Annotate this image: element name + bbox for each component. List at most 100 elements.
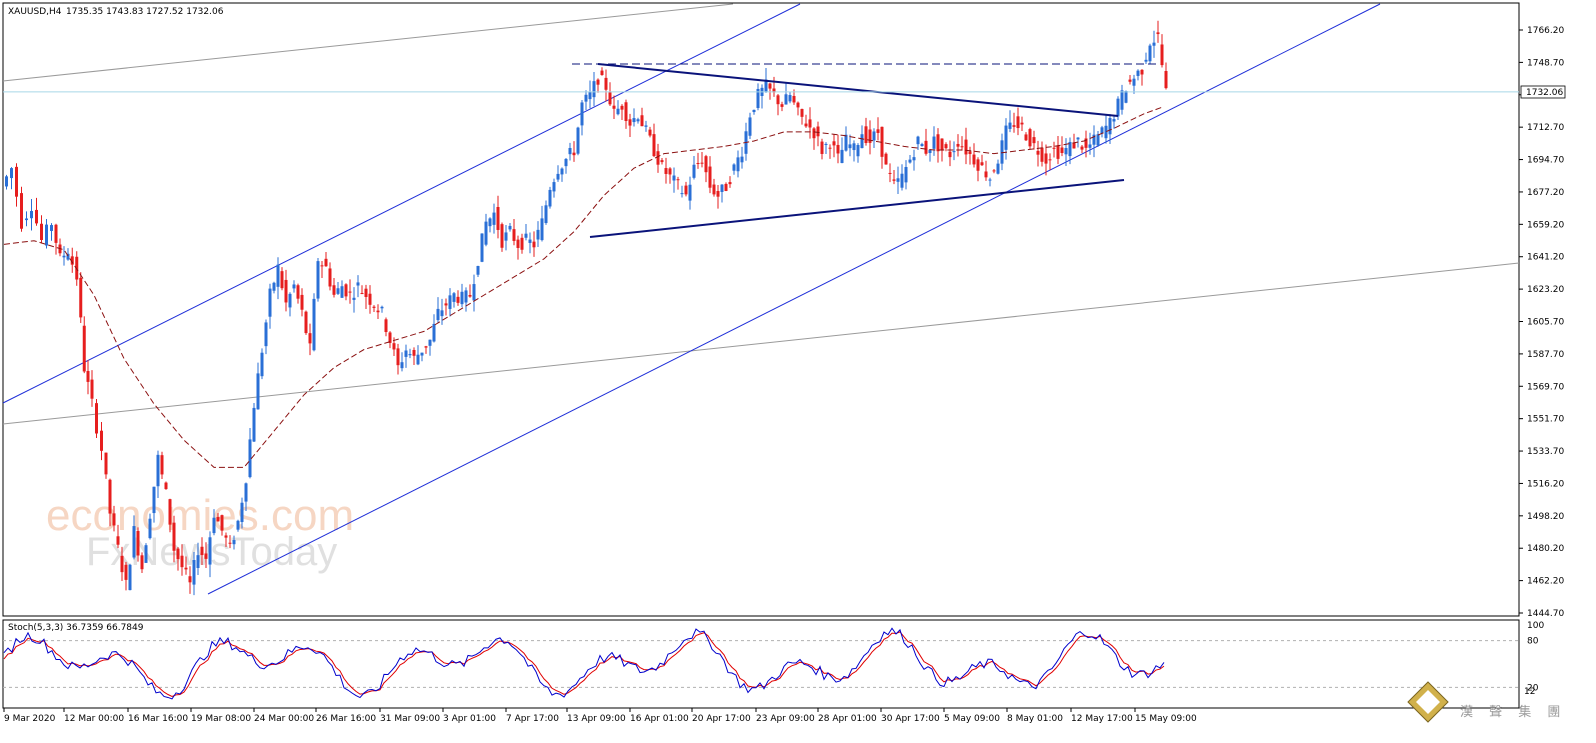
candle-body [1076,137,1080,140]
candle-body [612,105,616,109]
candle-body [508,225,512,230]
candle-body [824,143,828,145]
candle-body [484,221,488,245]
candle-body [948,151,952,158]
candle-body [1104,125,1108,139]
candle-body [1128,79,1132,82]
candle-body [1108,118,1112,135]
candle-body [100,430,103,451]
candle-body [148,518,152,539]
candle-body [404,350,408,357]
candle-body [908,159,912,163]
candle-body [688,184,692,201]
candle-body [560,168,564,175]
candle-body [468,294,472,297]
candles [5,20,1168,596]
candle-body [608,92,612,105]
candle-body [420,352,424,356]
candle-body [424,346,428,348]
candle-body [552,182,556,192]
candle-body [1056,145,1060,159]
candle-body [620,105,624,110]
y-tick-label: 1516.20 [1527,479,1564,489]
candle-body [956,143,960,147]
candle-body [380,306,384,309]
candle-body [160,455,164,475]
candle-body [628,119,632,126]
candle-body [844,134,848,151]
candle-body [1060,147,1064,154]
candle-body [848,144,852,149]
brand-diamond-inner-icon [1416,690,1440,714]
candle-body [988,179,992,181]
candle-body [1008,122,1012,129]
x-tick-label: 8 May 01:00 [1007,714,1063,724]
candle-body [296,285,300,299]
candle-body [716,191,720,197]
candle-body [764,79,768,92]
x-tick-label: 26 Mar 16:00 [316,714,376,724]
candle-body [748,117,752,136]
candle-body [624,102,628,121]
candle-body [672,175,676,181]
candle-body [932,136,936,149]
candle-body [79,277,83,318]
candle-body [520,237,524,250]
candle-body [828,147,832,149]
candle-body [156,454,160,487]
candle-body [820,141,824,154]
candle-body [880,126,884,157]
candle-body [1116,98,1120,117]
candle-body [216,517,220,522]
candle-body [136,530,140,556]
candle-body [976,159,980,171]
candle-body [940,138,944,151]
y-tick-label: 1748.70 [1527,58,1564,68]
candle-body [1120,90,1124,110]
candle-body [1068,142,1072,157]
y-tick-label: 1587.70 [1527,350,1564,360]
candle-body [312,298,316,351]
y-tick-label: 1444.70 [1527,609,1564,619]
candle-body [700,162,704,164]
candle-body [1064,148,1068,155]
x-tick-label: 23 Apr 09:00 [756,714,815,724]
brand-logo: 漢 聲 集 團 12 [1407,681,1560,723]
candle-body [756,88,760,109]
y-tick-label: 1498.20 [1527,512,1564,522]
candle-body [1084,138,1088,148]
candle-body [664,168,668,174]
candle-body [292,284,296,289]
candle-body [45,224,48,246]
y-tick-label: 1533.70 [1527,447,1564,457]
candle-body [800,108,804,117]
candle-body [204,553,208,559]
candle-body [244,483,248,502]
candle-body [1164,70,1168,89]
candle-body [95,403,98,434]
candle-body [152,486,156,514]
candle-body [372,306,376,308]
x-tick-label: 12 Mar 00:00 [64,714,124,724]
candle-body [924,140,928,154]
candle-body [856,145,860,157]
candle-body [616,108,620,115]
candle-body [472,284,476,301]
stoch-signal-line [3,631,1165,698]
candle-body [124,564,128,580]
candle-body [268,288,272,317]
candle-body [248,439,252,478]
x-tick-label: 16 Mar 16:00 [128,714,188,724]
candle-body [272,282,276,291]
candle-body [54,224,58,243]
candle-body [368,293,372,305]
stoch-level-label: 20 [1527,683,1539,693]
candle-body [440,310,444,317]
candle-body [1040,147,1044,162]
candle-body [708,166,712,188]
x-tick-label: 19 Mar 08:00 [191,714,251,724]
candle-body [132,526,136,558]
candle-body [860,134,864,149]
candle-body [968,151,972,155]
